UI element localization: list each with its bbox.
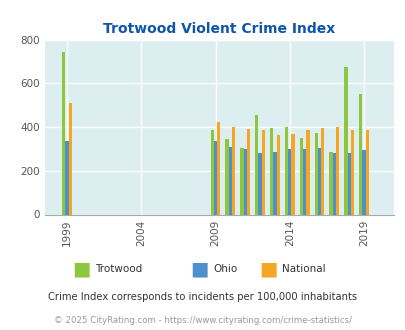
- Bar: [299, 138, 302, 214]
- Bar: [305, 130, 309, 214]
- Bar: [365, 130, 368, 214]
- Bar: [335, 127, 339, 214]
- Bar: [343, 67, 347, 214]
- Bar: [261, 130, 264, 214]
- Bar: [347, 153, 350, 214]
- Bar: [217, 121, 220, 214]
- Bar: [213, 141, 217, 214]
- Text: © 2025 CityRating.com - https://www.cityrating.com/crime-statistics/: © 2025 CityRating.com - https://www.city…: [54, 315, 351, 325]
- Bar: [350, 130, 353, 214]
- Bar: [228, 147, 231, 214]
- Bar: [329, 152, 332, 214]
- Bar: [65, 141, 68, 214]
- Text: Trotwood: Trotwood: [95, 264, 142, 274]
- Bar: [231, 127, 235, 214]
- Bar: [240, 148, 243, 214]
- Text: Ohio: Ohio: [213, 264, 237, 274]
- Title: Trotwood Violent Crime Index: Trotwood Violent Crime Index: [103, 22, 335, 36]
- Bar: [210, 130, 213, 214]
- Bar: [273, 152, 276, 214]
- Bar: [269, 128, 273, 214]
- Bar: [225, 139, 228, 214]
- Bar: [284, 127, 288, 214]
- Bar: [246, 129, 249, 214]
- Bar: [68, 103, 72, 214]
- Bar: [314, 133, 317, 214]
- Bar: [317, 148, 320, 214]
- Text: ■: ■: [72, 259, 90, 279]
- Text: ■: ■: [189, 259, 208, 279]
- Text: ■: ■: [258, 259, 277, 279]
- Bar: [302, 149, 305, 214]
- Bar: [62, 51, 65, 214]
- Bar: [255, 115, 258, 214]
- Bar: [358, 94, 362, 214]
- Bar: [291, 134, 294, 214]
- Bar: [320, 128, 324, 214]
- Bar: [243, 149, 246, 214]
- Bar: [276, 135, 279, 214]
- Text: Crime Index corresponds to incidents per 100,000 inhabitants: Crime Index corresponds to incidents per…: [48, 292, 357, 302]
- Bar: [332, 153, 335, 214]
- Bar: [288, 149, 291, 214]
- Bar: [362, 150, 365, 214]
- Text: National: National: [281, 264, 325, 274]
- Bar: [258, 153, 261, 214]
